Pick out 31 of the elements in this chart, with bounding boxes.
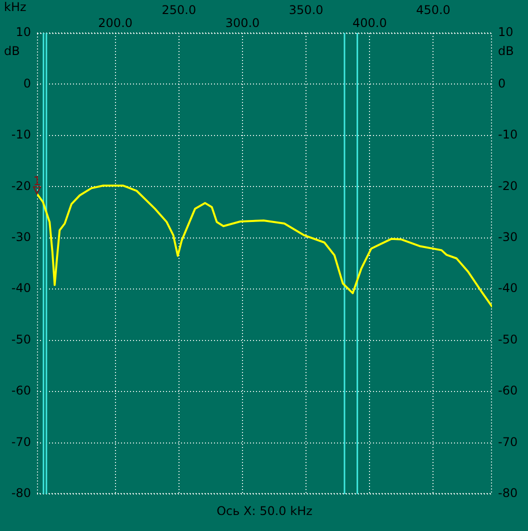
y2-tick-label: -80 — [498, 486, 518, 500]
y2-tick-label: -40 — [498, 281, 518, 296]
y2-tick-label: 10 — [498, 25, 514, 40]
y-tick-label: -60 — [11, 384, 31, 398]
y-tick-label: -80 — [11, 486, 31, 500]
annotation: 1 — [33, 174, 41, 188]
y-tick-label: -40 — [11, 281, 31, 296]
y2-tick-label: -70 — [498, 434, 518, 449]
y2-tick-label: 0 — [498, 76, 506, 90]
x2-tick-label: 450.0 — [416, 3, 450, 18]
x-tick-label: 200.0 — [98, 16, 133, 30]
y2-tick-label: -10 — [498, 128, 518, 142]
y-tick-label: -20 — [11, 178, 31, 193]
x-axis-title: kHz — [4, 0, 26, 14]
y-tick-label: 10 — [16, 25, 31, 40]
text: Ось X: 50.0 kHz — [216, 504, 312, 518]
y-tick-label: -30 — [11, 230, 31, 244]
y2-tick-label: -30 — [498, 230, 518, 244]
y-tick-label: 0 — [23, 76, 31, 90]
x-tick-label: 300.0 — [225, 16, 260, 30]
x2-tick-label: 250.0 — [162, 3, 196, 18]
y2-tick-label: -50 — [498, 332, 518, 346]
y2-tick-label: -20 — [498, 178, 518, 193]
y-tick-label: -10 — [11, 128, 31, 142]
y-tick-label: -70 — [11, 434, 31, 449]
x2-tick-label: 350.0 — [288, 3, 324, 18]
y2-axis-title: dB — [498, 44, 514, 58]
y-tick-label: -50 — [11, 332, 31, 346]
y2-tick-label: -60 — [498, 384, 518, 398]
y-axis-title: dB — [4, 44, 20, 58]
x-tick-label: 400.0 — [352, 16, 387, 30]
